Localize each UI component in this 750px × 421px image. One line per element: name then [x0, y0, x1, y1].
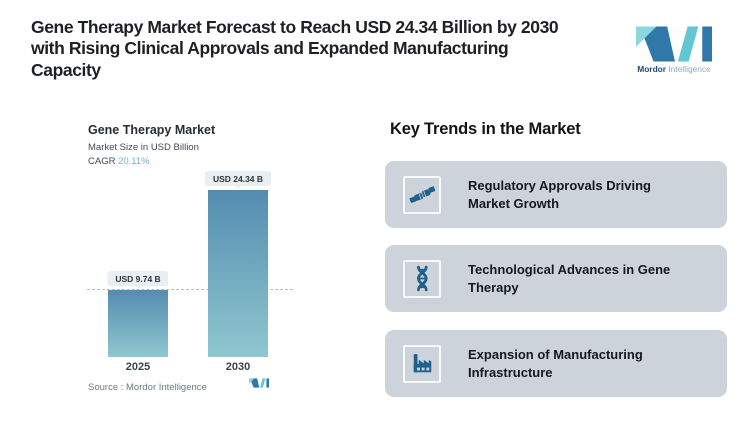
brand-logo: Mordor Intelligence [629, 26, 719, 74]
bar-2030 [208, 190, 268, 357]
trend-icon-tile [403, 175, 441, 214]
trend-card-title: Regulatory Approvals Driving Market Grow… [468, 178, 651, 211]
handshake-icon [408, 185, 435, 203]
chart-title: Gene Therapy Market [88, 123, 216, 137]
bar-label-2025: USD 9.74 B [107, 271, 169, 287]
bar-2025 [108, 290, 168, 357]
trend-icon-tile [403, 259, 441, 298]
mordor-intelligence-logo-icon [636, 26, 712, 62]
chart-subtitle: Market Size in USD Billion [88, 142, 199, 153]
trend-card-regulatory-approvals: Regulatory Approvals Driving Market Grow… [385, 161, 727, 228]
trend-card-manufacturing-expansion: Expansion of Manufacturing Infrastructur… [385, 330, 727, 397]
trends-heading: Key Trends in the Market [390, 120, 581, 138]
dna-icon [417, 265, 428, 292]
axis-label-2025: 2025 [125, 361, 151, 373]
page-title: Gene Therapy Market Forecast to Reach US… [31, 17, 559, 80]
factory-icon [413, 354, 431, 373]
trend-card-technological-advances: Technological Advances in Gene Therapy [385, 245, 727, 312]
bar-label-2030: USD 24.34 B [204, 171, 272, 186]
chart-cagr: CAGR 20.11% [88, 156, 150, 167]
reference-line [87, 289, 293, 291]
axis-label-2030: 2030 [225, 361, 251, 373]
cagr-label: CAGR [88, 156, 116, 167]
mordor-intelligence-mini-logo-icon [249, 378, 269, 388]
trend-card-title: Expansion of Manufacturing Infrastructur… [468, 347, 643, 380]
brand-name-secondary: Intelligence [668, 64, 711, 74]
cagr-value: 20.11% [118, 156, 150, 167]
brand-name-primary: Mordor [637, 64, 667, 74]
chart-source: Source : Mordor Intelligence [88, 382, 207, 393]
trend-card-title: Technological Advances in Gene Therapy [468, 262, 671, 295]
trend-icon-tile [403, 344, 441, 383]
brand-name: Mordor Intelligence [629, 64, 719, 74]
